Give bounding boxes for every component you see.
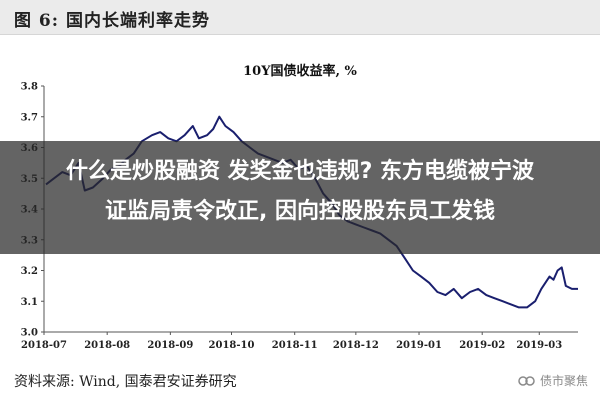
headline-overlay[interactable] <box>0 141 600 254</box>
x-tick-label: 2018-07 <box>21 340 67 351</box>
source-note: 资料来源: Wind, 国泰君安证券研究 <box>14 374 237 390</box>
y-tick-label: 3.2 <box>21 266 38 277</box>
headline-line-1[interactable]: 什么是炒股融资 发奖金也违规? 东方电缆被宁波 <box>65 159 535 184</box>
x-tick-label: 2018-08 <box>84 340 130 351</box>
y-tick-label: 3.8 <box>21 82 38 93</box>
x-tick-label: 2019-03 <box>516 340 562 351</box>
x-tick-label: 2018-11 <box>272 340 318 351</box>
x-tick-label: 2019-02 <box>459 340 505 351</box>
x-tick-label: 2018-12 <box>333 340 379 351</box>
chart-title: 10Y国债收益率, % <box>243 63 357 79</box>
figure-header: 图 6: 国内长端利率走势 <box>0 0 600 35</box>
watermark: 债市聚焦 <box>518 372 588 389</box>
y-tick-label: 3.7 <box>21 112 38 123</box>
headline-text[interactable]: 什么是炒股融资 发奖金也违规? 东方电缆被宁波 证监局责令改正, 因向控股股东员… <box>10 152 590 232</box>
figure-header-text: 图 6: 国内长端利率走势 <box>14 11 210 31</box>
watermark-text: 债市聚焦 <box>539 374 588 388</box>
x-tick-label: 2018-10 <box>209 340 255 351</box>
y-tick-label: 3.0 <box>21 328 38 339</box>
x-tick-label: 2018-09 <box>147 340 193 351</box>
y-tick-label: 3.1 <box>21 297 38 308</box>
x-tick-label: 2019-01 <box>396 340 442 351</box>
watermark-logo-icon <box>518 375 535 386</box>
headline-line-2[interactable]: 证监局责令改正, 因向控股股东员工发钱 <box>104 199 496 224</box>
x-axis-ticks: 2018-07 2018-08 2018-09 2018-10 2018-11 2018-… <box>21 332 562 351</box>
